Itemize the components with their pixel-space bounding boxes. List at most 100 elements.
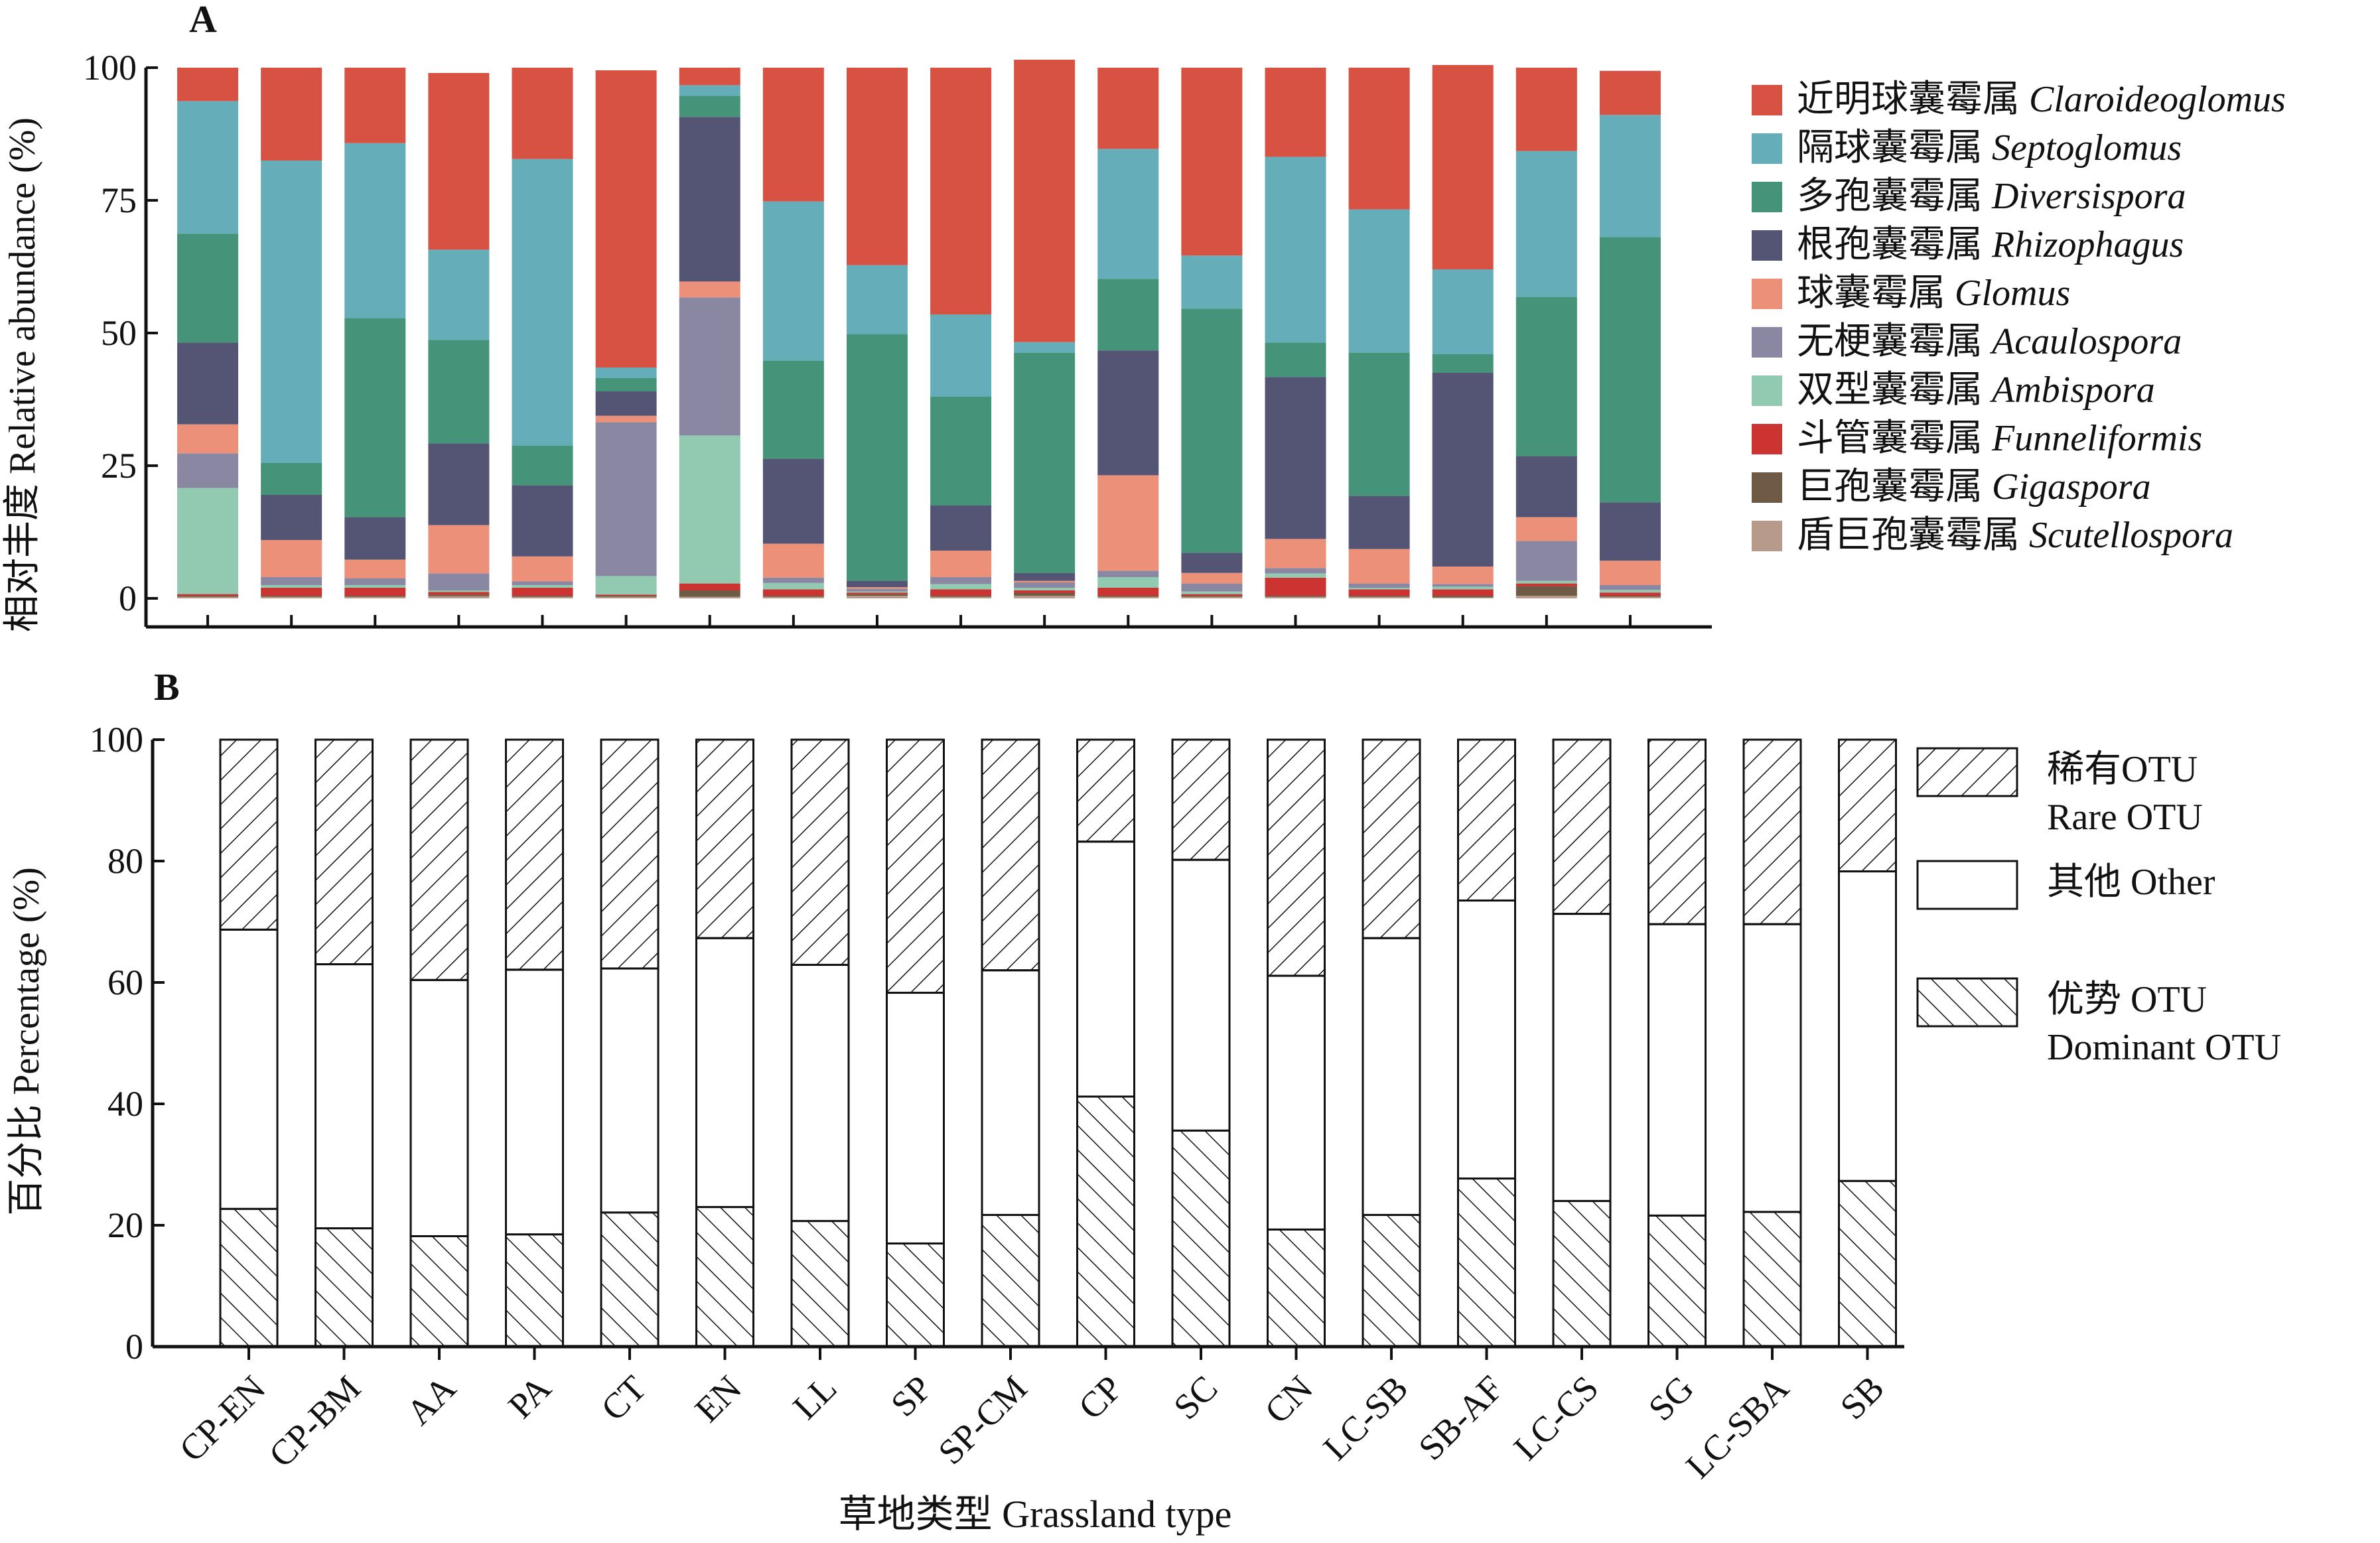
chart-b-bar-segment <box>886 992 945 1244</box>
chart-a-bar-segment <box>428 592 490 595</box>
chart-a-bar-segment <box>1432 596 1494 598</box>
chart-a-bar-segment <box>1515 583 1577 586</box>
chart-b-bar-segment <box>695 738 754 939</box>
chart-a-bar-segment <box>846 580 908 588</box>
x-category-label: SB-AF <box>1411 1368 1511 1468</box>
chart-a-bar-segment <box>261 495 322 540</box>
chart-b-bar-segment <box>1457 899 1516 1180</box>
chart-a-bar-segment <box>177 488 239 594</box>
legend-swatch <box>1752 472 1782 503</box>
chart-a-bar-segment <box>1515 580 1577 584</box>
chart-a-bar-segment <box>1181 68 1243 256</box>
chart-a-bar-segment <box>512 556 573 582</box>
chart-a-bar-segment <box>512 588 573 596</box>
chart-b-bar-segment <box>1362 1213 1421 1348</box>
chart-a-bar-segment <box>1599 561 1661 585</box>
chart-a-bar-segment <box>1181 591 1243 594</box>
legend-swatch <box>1752 327 1782 358</box>
legend-label: 近明球囊霉属 Claroideoglomus <box>1797 79 2286 120</box>
legend-swatch <box>1752 182 1782 212</box>
chart-a-bar-segment <box>1097 596 1159 598</box>
chart-a-bar-segment <box>1348 496 1410 549</box>
chart-a-bar-segment <box>846 334 908 581</box>
chart-a-bar-segment <box>1014 60 1076 342</box>
chart-b-legend: 稀有OTU Rare OTU 其他 Other 优势 OTU Dominant OTU <box>1916 747 2281 1068</box>
chart-a-bar-segment <box>261 596 322 597</box>
chart-a-bar-segment <box>930 68 992 314</box>
chart-a-bar-segment <box>512 596 573 597</box>
chart-a-bar-segment <box>846 587 908 589</box>
chart-a-bar-segment <box>595 576 657 595</box>
chart-a-bar-segment <box>762 577 824 583</box>
chart-b-bar-segment <box>1267 738 1326 977</box>
chart-b-bar-segment <box>600 967 660 1214</box>
chart-a-bar-segment <box>679 117 740 282</box>
chart-b-bar-segment <box>1171 858 1231 1132</box>
chart-a-bar-segment <box>1515 297 1577 456</box>
chart-a-bar-segment <box>344 68 406 143</box>
chart-a-bar-segment <box>344 318 406 517</box>
chart-a-bar-segment <box>930 584 992 590</box>
chart-a-bar-segment <box>1014 580 1076 582</box>
legend-swatch <box>1752 133 1782 164</box>
chart-a-bar-segment <box>1599 237 1661 503</box>
chart-a-bar-segment <box>1014 588 1076 590</box>
chart-a-bar-segment <box>1515 456 1577 517</box>
chart-a-bar-segment <box>428 73 490 250</box>
chart-a-bar-segment <box>261 577 322 585</box>
chart-a-bar-segment <box>1097 475 1159 571</box>
chart-b-bar-segment <box>1362 937 1421 1216</box>
chart-b-bar-segment <box>981 738 1040 972</box>
chart-a-bar-segment <box>177 101 239 234</box>
x-category-label: PA <box>500 1368 559 1426</box>
chart-a-bar-segment <box>1432 373 1494 567</box>
chart-a-bar-segment <box>1515 586 1577 596</box>
x-category-label: CP-BM <box>261 1368 368 1475</box>
x-axis-title: 草地类型 Grassland type <box>839 1493 1232 1536</box>
chart-b-bar-segment <box>1838 870 1897 1182</box>
chart-b-bar-segment <box>1742 923 1802 1213</box>
chart-a-bar-segment <box>846 592 908 594</box>
legend-swatch <box>1916 860 2018 910</box>
chart-a-bar-segment <box>1599 596 1661 598</box>
chart-a-bar-segment <box>1265 596 1326 597</box>
chart-a-bar-segment <box>679 435 740 584</box>
chart-a-bar-segment <box>428 525 490 574</box>
chart-a-bar-segment <box>1515 68 1577 151</box>
chart-a-bar-segment <box>1599 585 1661 590</box>
chart-a-bar-segment <box>344 559 406 578</box>
chart-b-bar-segment <box>315 1227 374 1348</box>
chart-a-bar-segment <box>1014 593 1076 596</box>
chart-a-bar-segment <box>1348 68 1410 210</box>
chart-a-bar-segment <box>428 590 490 592</box>
x-category-label: CP-EN <box>172 1368 273 1469</box>
legend-label: 双型囊霉属 Ambispora <box>1797 369 2155 411</box>
chart-a-bar-segment <box>595 391 657 416</box>
x-category-label: CT <box>593 1368 654 1428</box>
chart-a-bar-segment <box>595 415 657 423</box>
chart-b-bar-segment <box>409 738 469 981</box>
chart-a-bar-segment <box>762 589 824 596</box>
chart-a-bar-segment <box>846 591 908 593</box>
x-category-label: EN <box>687 1368 749 1430</box>
chart-a-bar-segment <box>177 342 239 425</box>
chart-b-bar-segment <box>1838 738 1897 873</box>
chart-a-bar-segment <box>177 453 239 488</box>
chart-a-bar-segment <box>1265 342 1326 377</box>
chart-a-bar-segment <box>1097 570 1159 577</box>
chart-a-bar-segment <box>846 265 908 334</box>
chart-b-bar-segment <box>886 738 945 994</box>
chart-a-bar-segment <box>1515 596 1577 598</box>
chart-a-bar-segment <box>344 585 406 588</box>
chart-a-bar-segment <box>930 577 992 584</box>
chart-a-bar-segment <box>1515 151 1577 297</box>
chart-a-bar-segment <box>1348 352 1410 496</box>
chart-a-bar-segment <box>1432 584 1494 587</box>
chart-a-bar-segment <box>261 68 322 161</box>
chart-a-bar-segment <box>1348 596 1410 598</box>
chart-b-bar-segment <box>1457 738 1516 902</box>
chart-b-bar-segment <box>600 738 660 970</box>
chart-b-bar-segment <box>790 738 850 966</box>
x-category-label: SP <box>883 1368 940 1424</box>
